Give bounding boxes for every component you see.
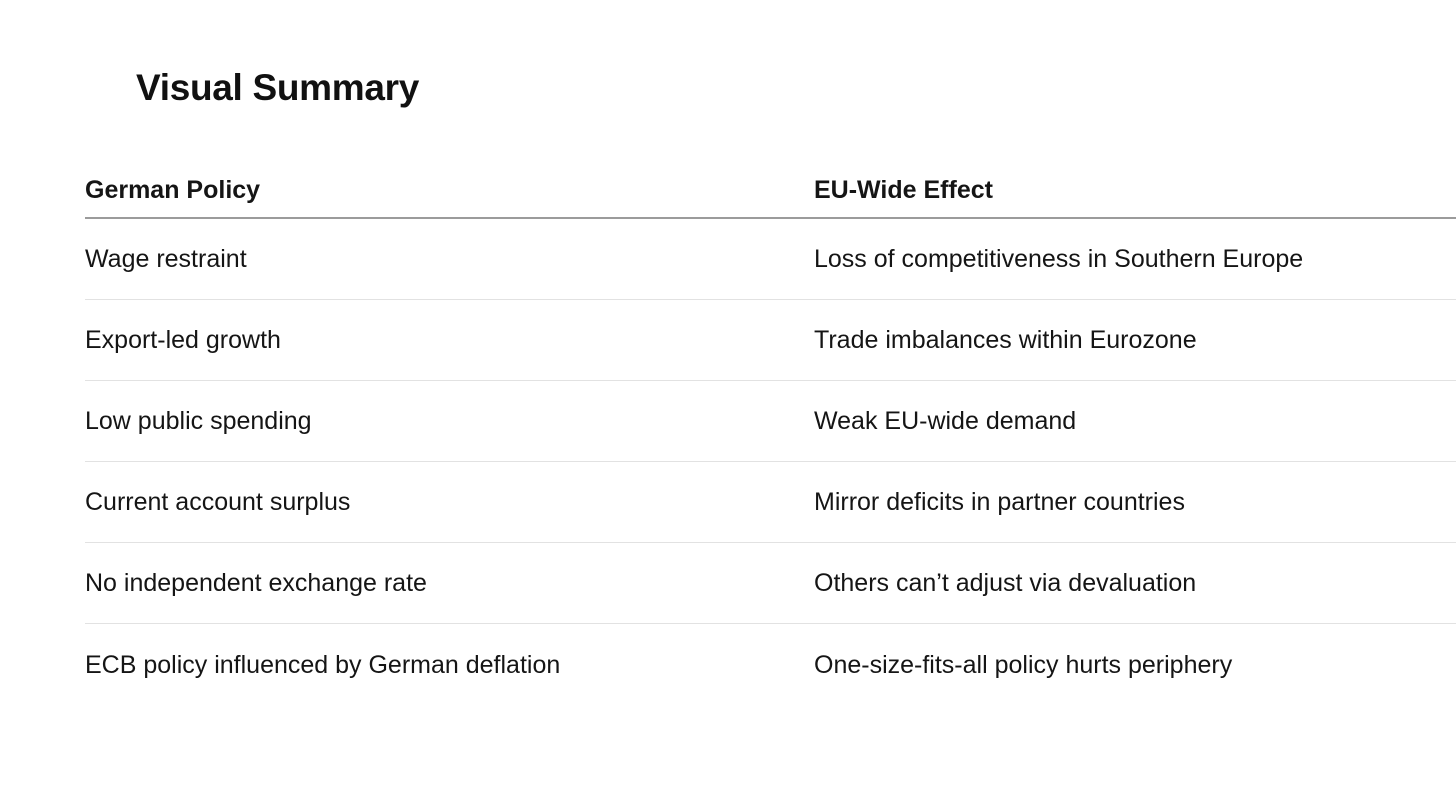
table-row: ECB policy influenced by German deflatio…	[85, 624, 1456, 705]
page-title: Visual Summary	[136, 67, 420, 108]
header-german-policy: German Policy	[85, 175, 261, 204]
table-header-row: German Policy EU-Wide Effect	[85, 162, 1456, 219]
table-row: Current account surplus Mirror deficits …	[85, 462, 1456, 543]
effect-cell: Loss of competitiveness in Southern Euro…	[814, 245, 1304, 273]
effect-cell: Others can’t adjust via devaluation	[814, 569, 1197, 597]
policy-cell: No independent exchange rate	[85, 569, 427, 597]
effect-cell: One-size-fits-all policy hurts periphery	[814, 650, 1233, 679]
policy-cell: Export-led growth	[85, 326, 281, 354]
effect-cell: Weak EU-wide demand	[814, 407, 1077, 435]
effect-cell: Trade imbalances within Eurozone	[814, 326, 1197, 354]
table-row: Low public spending Weak EU-wide demand	[85, 381, 1456, 462]
table-row: Export-led growth Trade imbalances withi…	[85, 300, 1456, 381]
header-eu-wide-effect: EU-Wide Effect	[814, 175, 993, 204]
policy-cell: Current account surplus	[85, 488, 351, 516]
summary-table: German Policy EU-Wide Effect Wage restra…	[85, 162, 1456, 705]
policy-cell: Wage restraint	[85, 245, 247, 273]
table-row: No independent exchange rate Others can’…	[85, 543, 1456, 624]
table-row: Wage restraint Loss of competitiveness i…	[85, 219, 1456, 300]
policy-cell: Low public spending	[85, 407, 312, 435]
effect-cell: Mirror deficits in partner countries	[814, 488, 1185, 516]
policy-cell: ECB policy influenced by German deflatio…	[85, 650, 561, 679]
